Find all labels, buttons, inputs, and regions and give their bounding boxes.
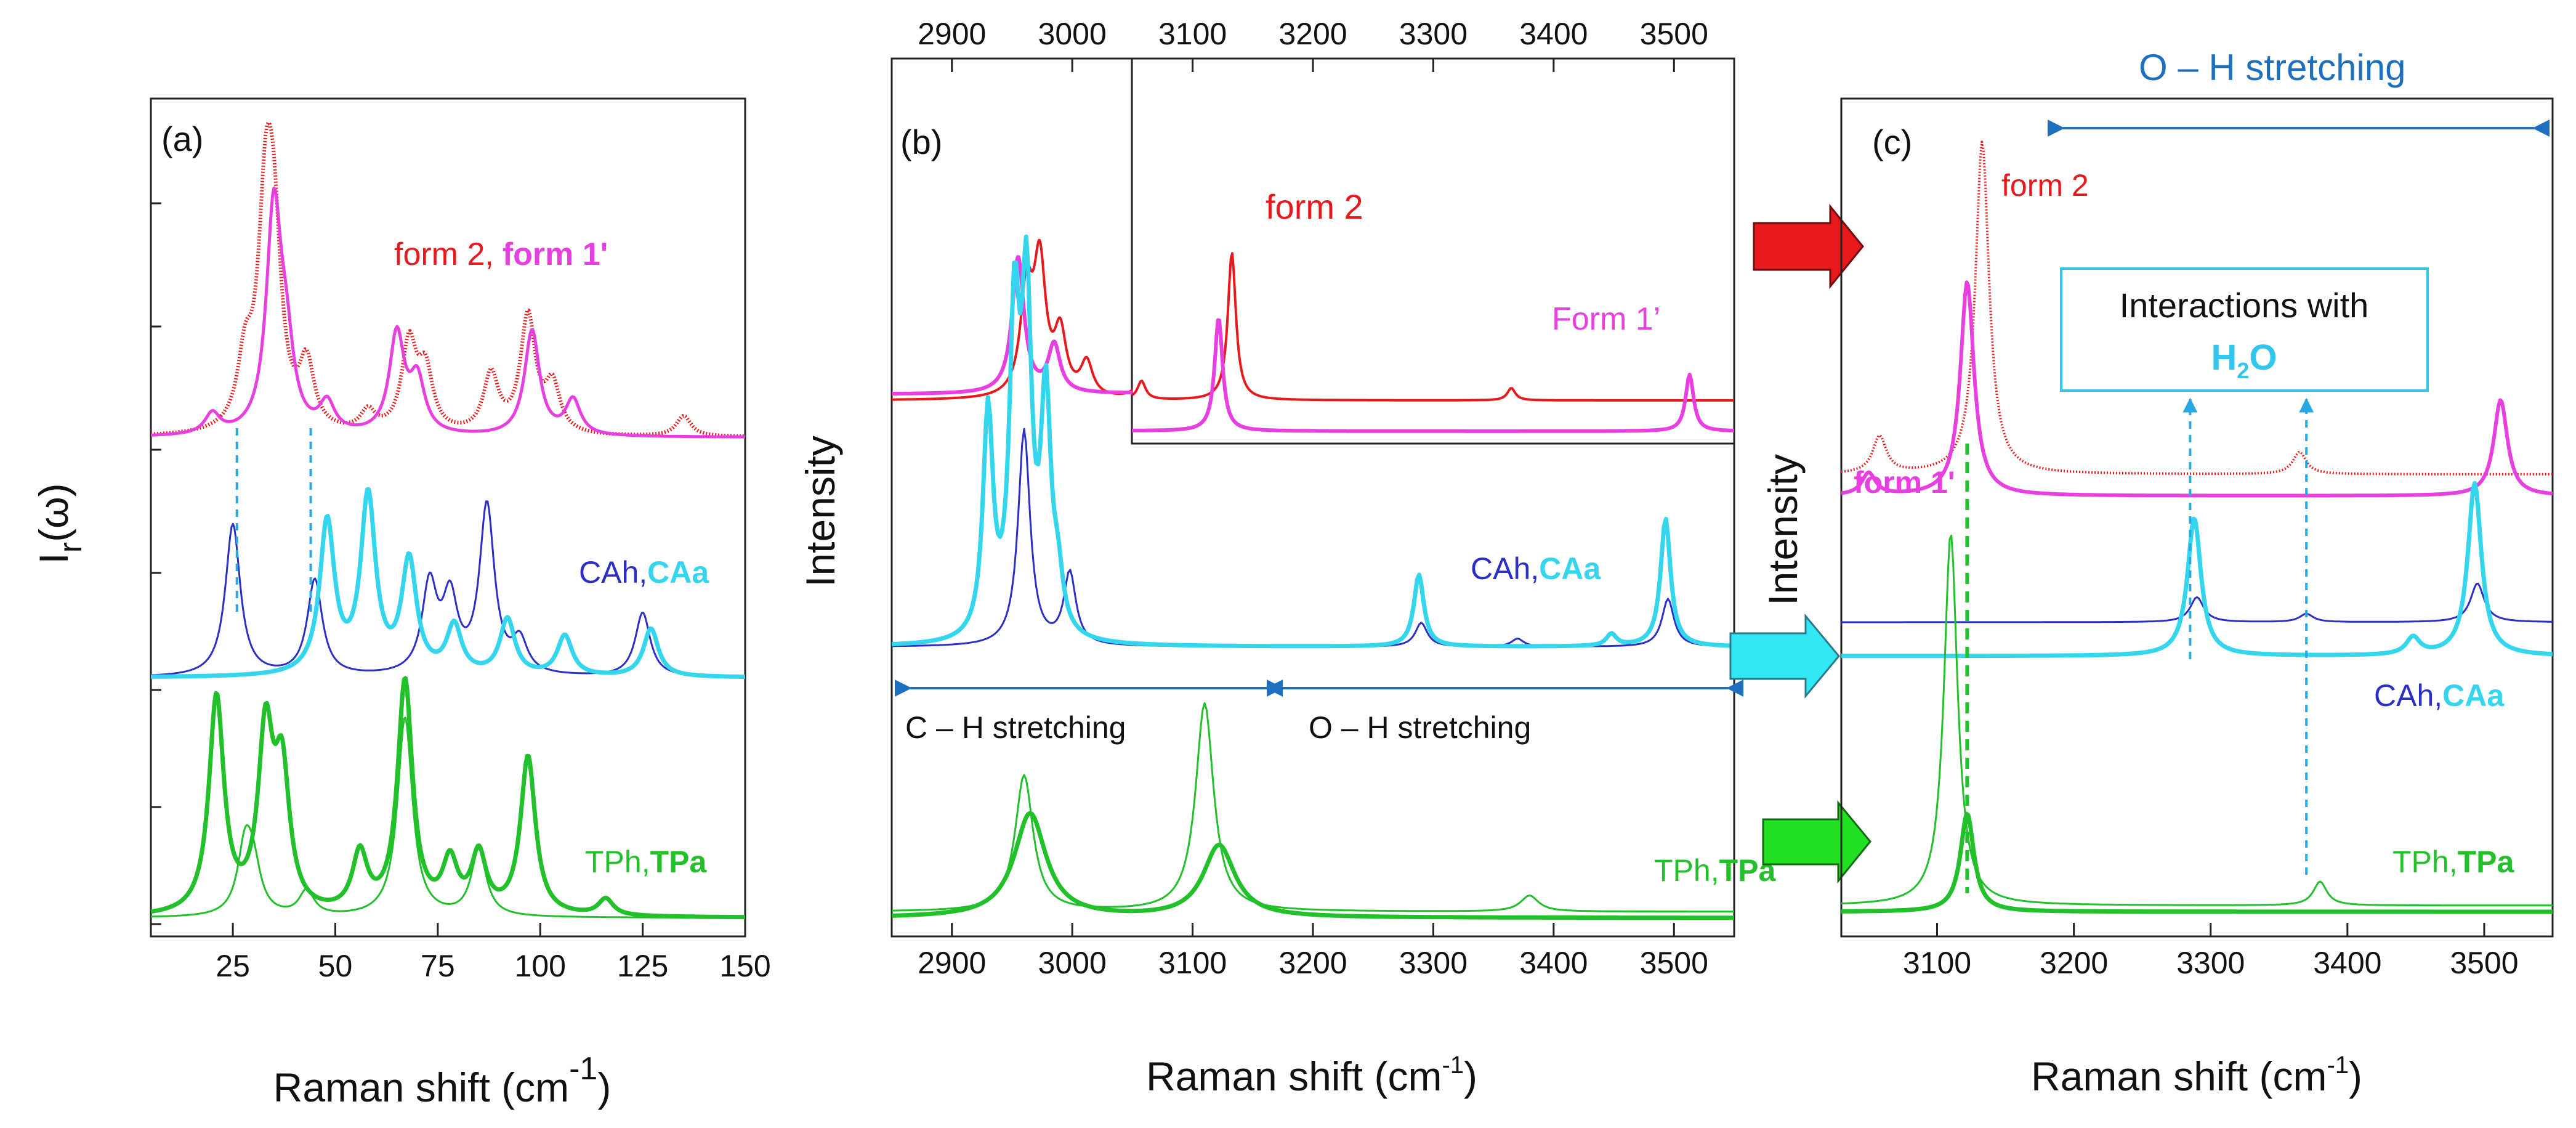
panel-b-label-ca: CAh,CAa (1471, 551, 1601, 586)
panel-b-x-ticks: 2900 3000 3100 3200 3300 3400 3500 (918, 923, 1708, 980)
panel-c-tick-label: 3300 (2176, 946, 2245, 980)
panel-c-tick-label: 3500 (2450, 946, 2518, 980)
series-form2 (1841, 140, 2553, 476)
panel-b-label-form1: Form 1’ (1552, 301, 1660, 337)
panel-c-oh-title: O – H stretching (2139, 47, 2406, 88)
panel-a-x-ticks: 25 50 75 100 125 150 (216, 923, 771, 983)
panel-c: (c) 3100 3200 3300 3400 3500 Raman shift (cm… (1760, 47, 2554, 1099)
series-caa (1841, 481, 2553, 659)
panel-b-tick-label: 3000 (1038, 946, 1107, 980)
panel-b-top-tick-label: 3500 (1640, 17, 1708, 51)
green-arrow-icon (1762, 800, 1871, 884)
panel-c-interactions-box (2060, 267, 2429, 392)
panel-b-label-form2: form 2 (1266, 187, 1363, 226)
panel-b-tick-label: 3200 (1278, 946, 1347, 980)
panel-a-frame (150, 97, 746, 938)
panel-b-plot-area (890, 234, 1735, 920)
panel-a-tick-label: 125 (617, 949, 668, 983)
panel-b-tick-label: 3500 (1640, 946, 1708, 980)
series-tpa (1841, 811, 2553, 914)
panel-b-oh-stretching-label: O – H stretching (1309, 710, 1531, 745)
panel-c-frame (1840, 97, 2554, 938)
panel-c-y-axis-title: Intensity (1760, 454, 1806, 606)
series-tph (892, 702, 1734, 913)
panel-a-tick-label: 100 (515, 949, 566, 983)
panel-b-top-tick-label: 3300 (1399, 17, 1468, 51)
series-form2 (150, 120, 746, 439)
panel-b-tick-label: 3100 (1158, 946, 1227, 980)
panel-b-top-x-ticks: 2900 3000 3100 3200 3300 3400 3500 (918, 17, 1708, 72)
panel-c-tick-label: 3100 (1903, 946, 1971, 980)
panel-c-label-ca: CAh,CAa (2374, 678, 2505, 713)
panel-b-top-tick-label: 3200 (1278, 17, 1347, 51)
panel-b-top-tick-label: 3100 (1158, 17, 1227, 51)
panel-c-tick-label: 3200 (2040, 946, 2108, 980)
panel-a-label-tp: TPh,TPa (585, 845, 707, 879)
series-cah (150, 500, 745, 678)
series-caa (150, 487, 746, 679)
panel-b-top-tick-label: 3400 (1519, 17, 1588, 51)
panel-a-tick-label: 75 (421, 949, 455, 983)
panel-a-tick-label: 25 (216, 949, 250, 983)
series-caa (891, 234, 1735, 649)
series-form1 (1841, 280, 2553, 498)
panel-b-tick-label: 2900 (918, 946, 986, 980)
panel-a-label-forms: form 2, form 1' (394, 237, 608, 272)
series-form2-inset (1131, 252, 1734, 402)
panel-c-label-tp: TPh,TPa (2392, 845, 2514, 879)
panel-c-interactions-line2: H2O (2211, 338, 2277, 383)
panel-b-inset-frame (1131, 57, 1735, 445)
panel-c-interactions-line1: Interactions with (2120, 286, 2369, 325)
panel-a-tick-label: 50 (318, 949, 353, 983)
series-tph (150, 716, 745, 919)
panel-b-top-tick-label: 3000 (1038, 17, 1107, 51)
red-arrow-icon (1753, 203, 1864, 290)
panel-b-top-tick-label: 2900 (918, 17, 986, 51)
series-tpa (150, 676, 746, 920)
panel-a-x-axis-title: Raman shift (cm-1) (273, 1051, 612, 1110)
panel-b-label: (b) (900, 123, 942, 161)
series-tph (1841, 534, 2553, 907)
panel-b-ch-stretching-label: C – H stretching (905, 710, 1126, 745)
cyan-arrow-icon (1729, 613, 1840, 699)
panel-a-label: (a) (161, 120, 203, 158)
series-form1-inset (1131, 318, 1735, 433)
panel-b-y-axis-title: Intensity (797, 436, 843, 587)
series-cah (1841, 582, 2553, 623)
panel-c-label-form2: form 2 (2001, 168, 2089, 203)
arrow-markers (1729, 203, 1871, 884)
panel-a: (a) 25 50 75 100 125 150 Raman shift (cm-1) I… (31, 97, 771, 1110)
panel-b-x-axis-title: Raman shift (cm-1) (1146, 1052, 1477, 1099)
panel-c-x-ticks: 3100 3200 3300 3400 3500 (1903, 923, 2519, 980)
panel-c-label-form1: form 1' (1854, 465, 1955, 500)
panel-a-y-axis-title: Ir(ω) (31, 483, 89, 564)
panel-c-tick-label: 3400 (2313, 946, 2381, 980)
series-tpa (891, 811, 1735, 920)
panel-c-label: (c) (1872, 123, 1912, 161)
panel-a-plot-area (150, 120, 746, 920)
panel-c-plot-area (1841, 140, 2553, 914)
series-cah (891, 428, 1735, 647)
panel-b-label-tp: TPh,TPa (1654, 853, 1776, 888)
panel-b-tick-label: 3300 (1399, 946, 1468, 980)
panel-b-tick-label: 3400 (1519, 946, 1588, 980)
panel-a-y-ticks (151, 202, 161, 925)
panel-a-tick-label: 150 (719, 949, 770, 983)
series-form1 (150, 186, 746, 439)
panel-b: (b) 2900 3000 3100 3200 3300 3400 3500 2900 300… (797, 17, 1776, 1099)
panel-a-label-ca: CAh,CAa (579, 555, 709, 590)
panel-c-x-axis-title: Raman shift (cm-1) (2031, 1052, 2362, 1099)
